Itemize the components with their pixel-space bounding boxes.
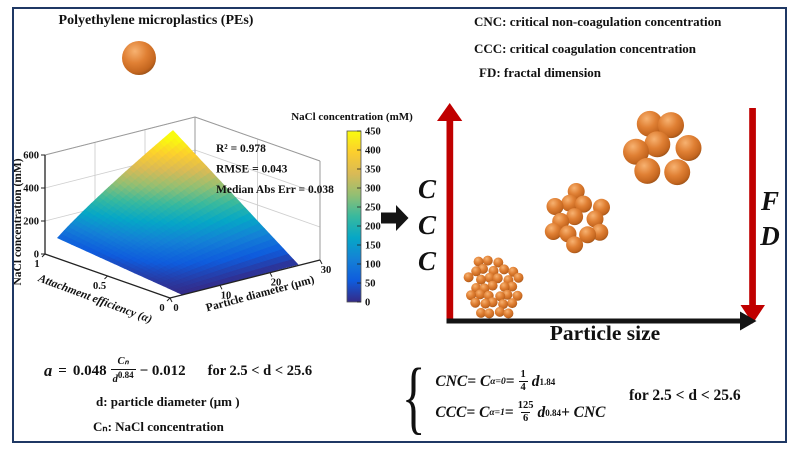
svg-text:600: 600 <box>23 151 39 162</box>
ccc-letter: C <box>417 246 436 276</box>
svg-text:150: 150 <box>365 241 381 252</box>
eq-lhs: a <box>44 361 53 380</box>
svg-text:250: 250 <box>365 203 381 214</box>
svg-text:300: 300 <box>365 184 381 195</box>
eq-condition: for 2.5 < d < 25.6 <box>207 362 313 379</box>
svg-text:1: 1 <box>34 259 39 270</box>
medium-aggregate <box>544 183 610 254</box>
svg-text:0.5: 0.5 <box>93 281 106 292</box>
3d-surface <box>56 130 299 296</box>
sys1-num: 1 <box>520 368 526 380</box>
ccc-axis-letters: C C C <box>412 171 442 279</box>
sys2-mid: = C <box>466 403 490 421</box>
eq-coef: 0.048 <box>72 362 107 379</box>
sys2-base: d <box>537 403 546 421</box>
alpha-equation: a = 0.048 Cₙ d0.84 − 0.012 for 2.5 < d <… <box>44 351 312 391</box>
eq-rel: = <box>58 362 67 379</box>
svg-text:400: 400 <box>23 184 39 195</box>
fd-letter: F <box>760 186 779 216</box>
ccc-up-arrow <box>437 103 463 322</box>
eq-den-base: d <box>112 373 118 385</box>
svg-text:200: 200 <box>365 222 381 233</box>
sys2-den: 6 <box>520 412 531 424</box>
svg-text:0: 0 <box>159 303 164 314</box>
svg-text:450: 450 <box>365 127 381 138</box>
svg-text:50: 50 <box>365 279 376 290</box>
svg-text:30: 30 <box>321 265 332 276</box>
eq-numerator: Cₙ <box>117 356 129 368</box>
svg-text:NaCl concentration (mM): NaCl concentration (mM) <box>291 111 413 123</box>
svg-text:0: 0 <box>173 303 178 314</box>
definition-cnc: CNC: critical non-coagulation concentrat… <box>474 14 722 29</box>
large-loose-aggregate <box>623 110 702 186</box>
particle-size-label: Particle size <box>549 321 661 345</box>
sys1-lhs: CNC <box>435 372 468 390</box>
svg-text:100: 100 <box>365 260 381 271</box>
single-pe-sphere <box>122 41 156 75</box>
particle-size-axis-arrow <box>446 311 757 331</box>
sys2-tail: + CNC <box>560 403 606 421</box>
sys1-exp: 1.84 <box>539 376 556 387</box>
svg-text:R² = 0.978: R² = 0.978 <box>216 143 266 155</box>
definition-ccc: CCC: critical coagulation concentration <box>474 41 697 56</box>
eq-tail: − 0.012 <box>139 362 186 379</box>
svg-text:350: 350 <box>365 165 381 176</box>
svg-text:20: 20 <box>271 278 282 289</box>
sys2-rel: = <box>504 403 514 421</box>
svg-text:RMSE = 0.043: RMSE = 0.043 <box>216 164 288 176</box>
microplastic-spheres <box>122 41 702 319</box>
definition-fd: FD: fractal dimension <box>479 65 602 80</box>
sys1-rel: = <box>505 372 515 390</box>
svg-text:Median Abs Err = 0.038: Median Abs Err = 0.038 <box>216 184 334 196</box>
fd-down-arrow <box>740 108 765 324</box>
fd-axis-letters: F D <box>753 184 787 254</box>
d-definition: d: particle diameter (μm ) <box>96 394 240 409</box>
svg-text:NaCl concentration (mM): NaCl concentration (mM) <box>12 158 24 285</box>
svg-text:10: 10 <box>221 290 232 301</box>
fd-letter: D <box>760 221 780 251</box>
small-dense-aggregate <box>463 255 524 319</box>
sys2-num: 125 <box>517 399 534 411</box>
sys1-mid: = C <box>467 372 491 390</box>
svg-text:0: 0 <box>34 250 39 261</box>
system-condition: for 2.5 < d < 25.6 <box>629 387 741 404</box>
sys2-sub: α=1 <box>489 407 505 418</box>
ccc-letter: C <box>417 210 436 240</box>
page-title: Polyethylene microplastics (PEs) <box>58 13 254 28</box>
colorbar: 0 50 100 150 200 250 300 350 400 450 NaCl concentr… <box>291 111 413 309</box>
eq-fraction: Cₙ d0.84 <box>110 356 136 385</box>
sys1-sub: α=0 <box>490 376 506 387</box>
fit-statistics: R² = 0.978 RMSE = 0.043 Median Abs Err = 0… <box>216 143 334 196</box>
svg-text:0: 0 <box>365 298 370 309</box>
sys2-exp: 0.84 <box>545 407 561 418</box>
curly-brace: { <box>401 351 426 442</box>
svg-text:400: 400 <box>365 146 381 157</box>
figure-border <box>12 7 787 443</box>
ccc-letter: C <box>417 174 436 204</box>
schematic-arrows <box>437 103 765 331</box>
transition-arrow-icon <box>381 205 409 231</box>
cn-definition: Cₙ: NaCl concentration <box>93 419 224 434</box>
eq-den-exp: 0.84 <box>117 369 134 380</box>
sys2-lhs: CCC <box>435 403 467 421</box>
svg-text:200: 200 <box>23 217 39 228</box>
sys1-den: 4 <box>518 381 528 393</box>
sys1-base: d <box>531 372 540 390</box>
